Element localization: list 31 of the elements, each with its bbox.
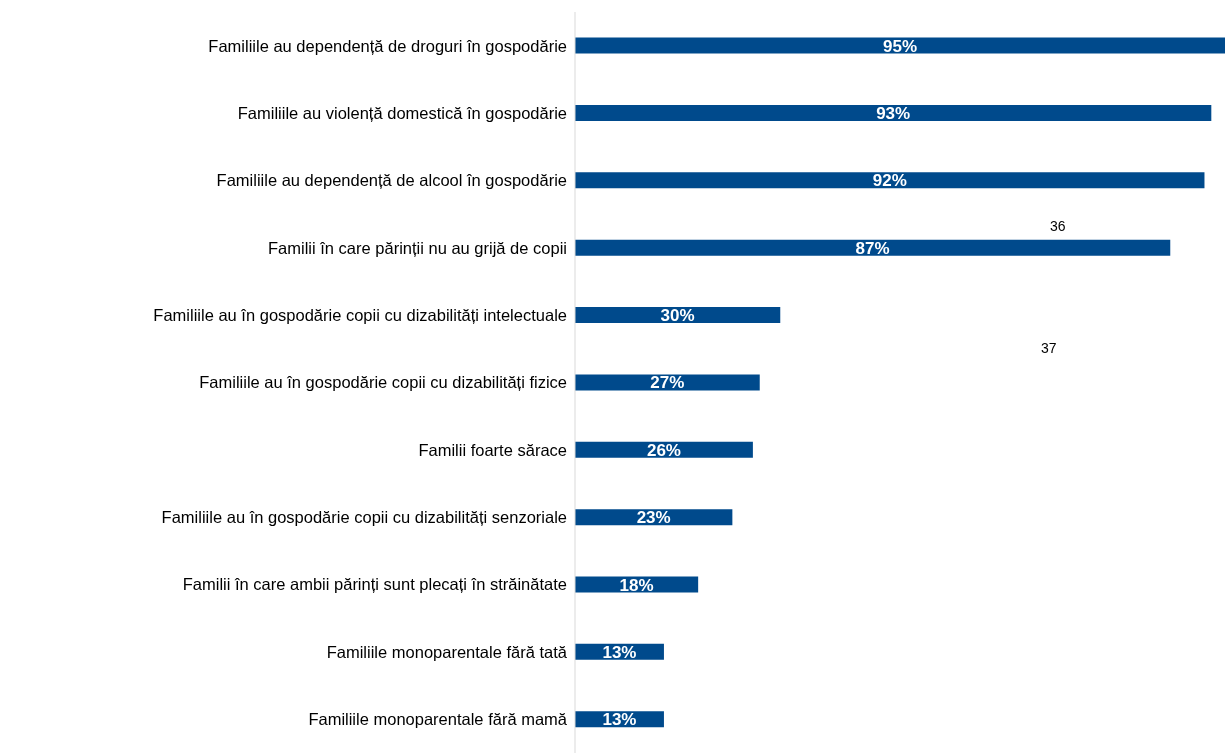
data-label: 23% bbox=[636, 508, 671, 528]
data-label: 92% bbox=[872, 171, 907, 191]
bar bbox=[575, 307, 781, 324]
data-label: 13% bbox=[602, 710, 637, 730]
y-tick-label: Familii foarte sărace bbox=[418, 440, 567, 459]
data-label: 18% bbox=[619, 575, 654, 595]
y-tick-label: Familiile au în gospodărie copii cu dizabilități fizice bbox=[199, 373, 567, 392]
annotation: 36 bbox=[1050, 218, 1066, 234]
data-label: 30% bbox=[660, 306, 695, 326]
y-tick-label: Familiile monoparentale fără mamă bbox=[308, 710, 568, 729]
bar bbox=[575, 239, 1171, 256]
y-tick-label: Familiile au în gospodărie copii cu dizabilități intelectuale bbox=[153, 305, 567, 324]
data-label: 26% bbox=[646, 440, 681, 460]
y-tick-label: Familiile au dependență de droguri în gospodărie bbox=[208, 36, 567, 55]
bar bbox=[575, 37, 1225, 54]
annotation: 37 bbox=[1041, 340, 1057, 356]
bar bbox=[575, 374, 760, 391]
data-label: 95% bbox=[882, 36, 918, 56]
y-tick-label: Familii în care ambii părinți sunt plecați în străinătate bbox=[182, 575, 567, 594]
bar bbox=[575, 172, 1205, 189]
y-tick-label: Familiile au dependență de alcool în gospodărie bbox=[216, 171, 567, 190]
data-label: 93% bbox=[876, 104, 911, 123]
bar bbox=[575, 104, 1212, 121]
bar bbox=[575, 441, 753, 458]
data-label: 87% bbox=[855, 238, 890, 258]
y-tick-label: Familiile au violență domestică în gospodărie bbox=[237, 103, 567, 122]
data-label: 13% bbox=[602, 642, 637, 662]
data-label: 27% bbox=[650, 373, 685, 393]
y-tick-label: Familii în care părinții nu au grijă de copii bbox=[268, 238, 567, 257]
y-tick-label: Familiile au în gospodărie copii cu dizabilități senzoriale bbox=[161, 508, 567, 527]
y-tick-label: Familiile monoparentale fără tată bbox=[326, 642, 568, 661]
